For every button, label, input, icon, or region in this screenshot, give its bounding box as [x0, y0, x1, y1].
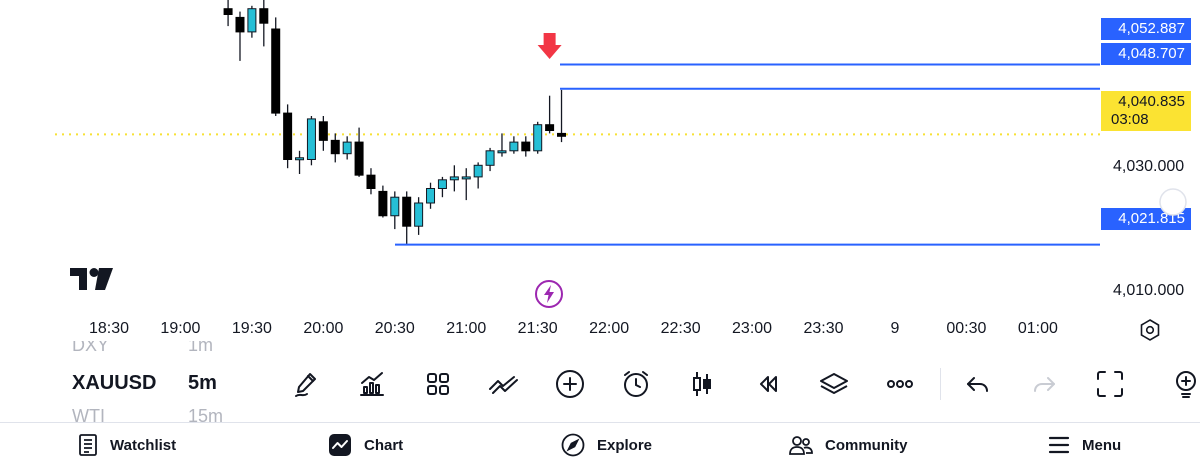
chart-area[interactable]: 4,052.887 4,048.707 4,040.835 03:08 4,03…	[0, 0, 1200, 348]
candle-down	[223, 8, 233, 15]
time-axis-label: 21:30	[517, 320, 558, 337]
time-axis-label: 21:00	[446, 320, 487, 337]
tradingview-logo	[70, 268, 114, 295]
symbol-name[interactable]: XAUUSD	[72, 372, 157, 394]
nav-chart[interactable]: Chart	[328, 430, 403, 460]
candle-up	[449, 176, 459, 181]
bottom-nav	[0, 422, 1200, 470]
ghost-symbol-below: WTI	[72, 406, 105, 422]
candle-up	[437, 179, 447, 190]
layouts-icon[interactable]	[420, 366, 456, 402]
compass-icon	[561, 433, 585, 457]
candle-up	[497, 150, 507, 154]
candle-down	[402, 196, 412, 227]
candle-down	[545, 124, 555, 131]
candle-down	[366, 174, 376, 190]
interval-selector[interactable]: 5m	[188, 372, 217, 394]
ghost-interval-above: 1m	[188, 341, 214, 355]
time-axis-label: 19:00	[160, 320, 201, 337]
nav-watchlist[interactable]: Watchlist	[78, 430, 176, 460]
lightbulb-icon[interactable]	[1168, 366, 1200, 402]
chart-canvas[interactable]	[0, 0, 1200, 348]
candle-up	[473, 164, 483, 178]
indicators-icon[interactable]	[354, 366, 390, 402]
pen-icon[interactable]	[288, 366, 324, 402]
layers-icon[interactable]	[816, 366, 852, 402]
undo-icon[interactable]	[960, 366, 996, 402]
hline-2-price-tag: 4,048.707	[1101, 43, 1191, 65]
fullscreen-icon[interactable]	[1092, 366, 1128, 402]
candle-down	[521, 141, 531, 152]
time-axis-label: 23:00	[732, 320, 773, 337]
nav-menu-label: Menu	[1082, 436, 1122, 454]
time-axis-label: 22:30	[660, 320, 701, 337]
community-icon	[789, 436, 813, 455]
red-arrow-marker	[537, 33, 562, 59]
chart-toolbar	[0, 348, 1200, 422]
replay-icon[interactable]	[750, 366, 786, 402]
candle-up	[533, 124, 543, 152]
time-axis-label: 20:30	[374, 320, 415, 337]
time-axis-label: 22:00	[589, 320, 630, 337]
candle-down	[378, 190, 388, 217]
candle-up	[390, 196, 400, 217]
candle-up	[306, 118, 316, 160]
candle-up	[426, 188, 436, 204]
time-axis-label: 18:30	[88, 320, 130, 337]
redo-icon	[1026, 366, 1062, 402]
watchlist-icon	[79, 434, 97, 456]
compare-icon[interactable]	[486, 366, 522, 402]
candle-up	[509, 141, 519, 152]
settings-icon[interactable]	[1138, 318, 1162, 347]
nav-watchlist-label: Watchlist	[110, 436, 177, 454]
candle-down	[354, 141, 364, 176]
chart-icon	[329, 434, 351, 456]
alarm-icon[interactable]	[618, 366, 654, 402]
time-axis-label: 23:30	[803, 320, 844, 337]
candle-up	[295, 157, 305, 161]
y-axis-label: 4,010.000	[1113, 282, 1185, 299]
time-axis-label: 19:30	[231, 320, 272, 337]
scroll-button[interactable]	[1158, 187, 1188, 222]
candle-down	[235, 16, 245, 33]
candle-up	[461, 176, 471, 180]
ghost-symbol-above: DXY	[72, 341, 110, 355]
add-icon[interactable]	[552, 366, 588, 402]
ghost-interval-below: 15m	[188, 406, 224, 422]
nav-menu[interactable]: Menu	[1048, 430, 1121, 460]
candle-down	[283, 112, 293, 160]
hline-1-price-tag: 4,052.887	[1101, 18, 1191, 40]
candle-down	[259, 8, 269, 24]
candle-down	[271, 28, 281, 114]
time-axis-label: 9	[890, 320, 900, 337]
candle-up	[485, 150, 495, 166]
nav-chart-label: Chart	[364, 436, 404, 454]
nav-community-label: Community	[825, 436, 908, 454]
nav-explore[interactable]: Explore	[561, 430, 652, 460]
candle-up	[247, 8, 257, 33]
candle-type-icon[interactable]	[684, 366, 720, 402]
nav-explore-label: Explore	[597, 436, 653, 454]
nav-community[interactable]: Community	[789, 430, 908, 460]
candle-up	[414, 202, 424, 227]
lightning-icon[interactable]	[534, 279, 564, 314]
current-price-value: 4,040.835	[1118, 93, 1185, 110]
candle-up	[342, 141, 352, 155]
candle-down	[330, 139, 340, 155]
more-icon[interactable]	[882, 366, 918, 402]
candle-down	[557, 132, 567, 137]
time-axis-label: 01:00	[1017, 320, 1058, 337]
time-axis-label: 20:00	[303, 320, 344, 337]
time-axis-label: 00:30	[946, 320, 987, 337]
menu-icon	[1048, 436, 1070, 454]
bar-countdown: 03:08	[1111, 111, 1149, 128]
candle-down	[318, 121, 328, 141]
y-axis-label: 4,030.000	[1113, 158, 1185, 175]
current-price-tag: 4,040.835 03:08	[1101, 91, 1191, 131]
toolbar-separator	[940, 368, 941, 400]
